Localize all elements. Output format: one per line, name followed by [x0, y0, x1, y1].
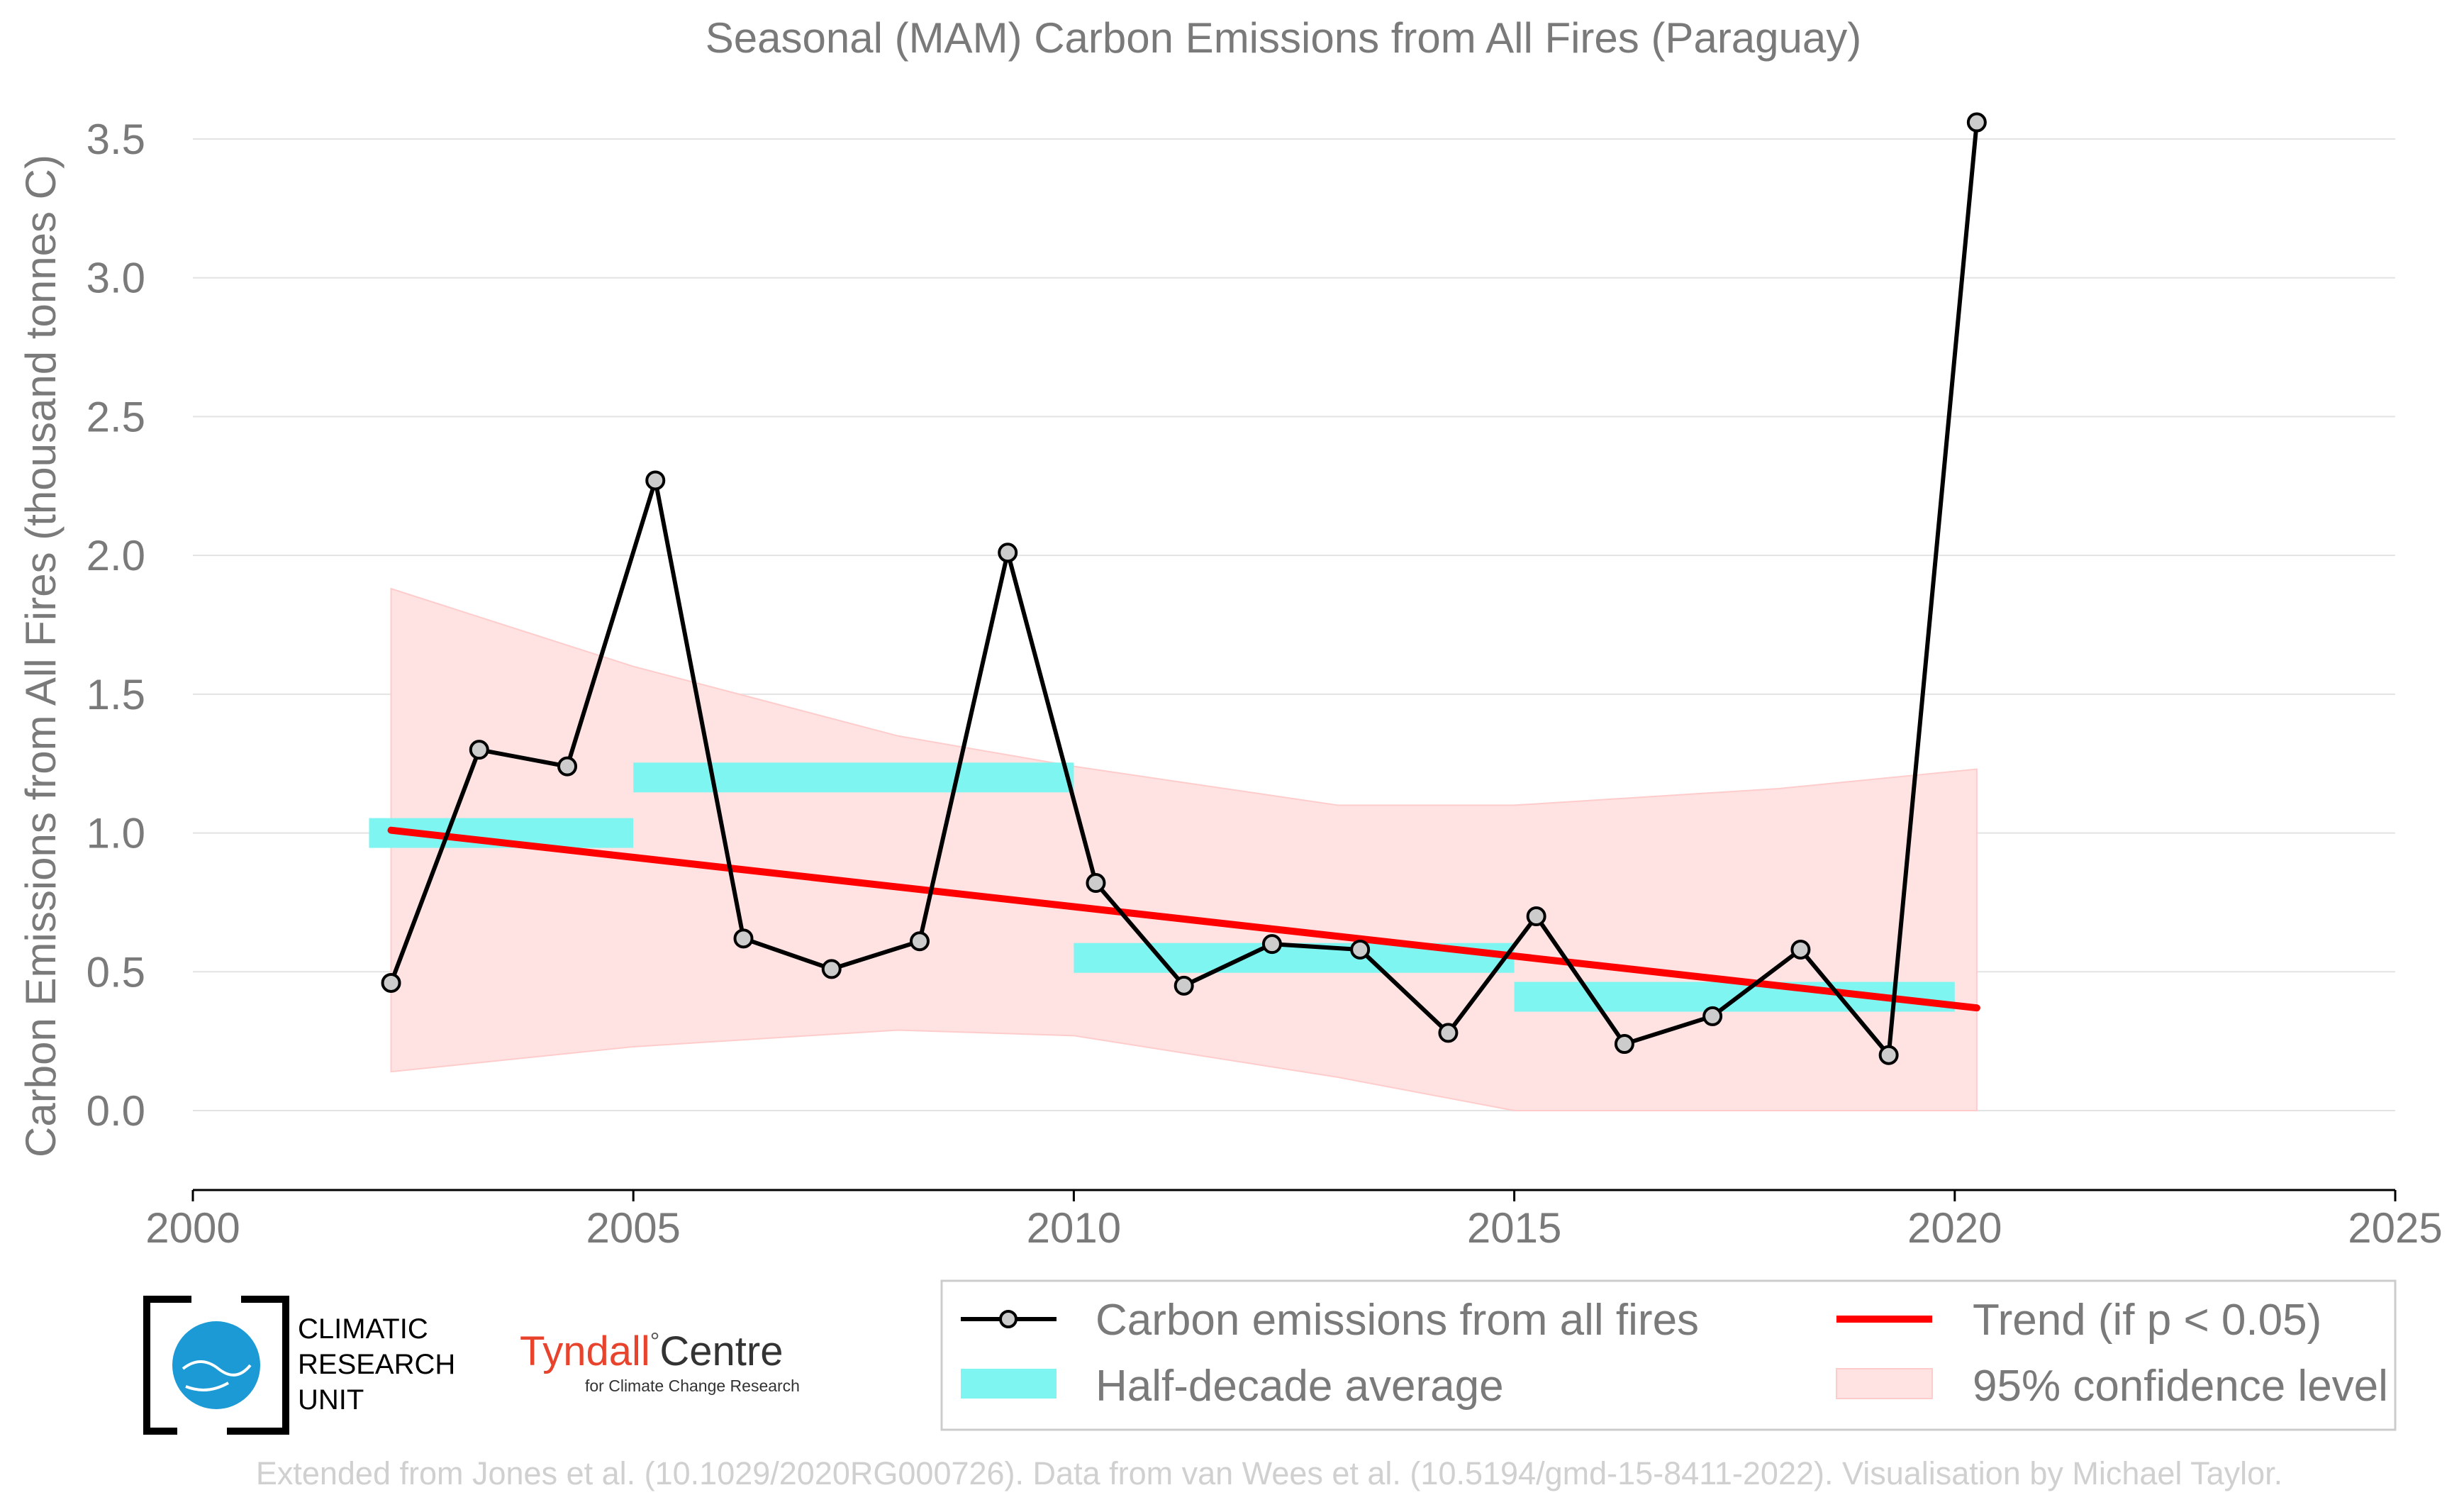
- tyndall-degree: °: [650, 1328, 660, 1355]
- emissions-point: [557, 756, 578, 777]
- x-tick-label: 2000: [145, 1204, 240, 1252]
- x-tick-label: 2020: [1907, 1204, 2002, 1252]
- emissions-point: [909, 931, 930, 952]
- legend-swatch-emissions-marker: [999, 1310, 1018, 1328]
- emissions-point: [645, 470, 666, 491]
- tyndall-subtitle: for Climate Change Research: [585, 1377, 800, 1395]
- trend-layer: [387, 826, 1980, 1012]
- cru-text-line-1: CLIMATIC: [298, 1313, 428, 1345]
- emissions-point: [1261, 934, 1282, 955]
- emissions-point: [1878, 1045, 1899, 1065]
- x-tick-label: 2015: [1467, 1204, 1561, 1252]
- cru-logo: CLIMATIC RESEARCH UNIT: [143, 1291, 455, 1440]
- emissions-point: [1438, 1023, 1459, 1043]
- x-axis-ticks: 2000 2005 2010 2015 2020 2025: [145, 1190, 2443, 1252]
- y-tick-label: 2.5: [87, 393, 145, 440]
- legend-label-confidence: 95% confidence level: [1973, 1362, 2388, 1411]
- y-tick-label: 2.0: [87, 532, 145, 579]
- y-tick-label: 0.5: [87, 948, 145, 996]
- legend-label-average: Half-decade average: [1096, 1362, 1504, 1411]
- globe-continent-icon: [182, 1360, 252, 1377]
- legend-label-trend: Trend (if p < 0.05): [1973, 1296, 2321, 1345]
- emissions-point: [1350, 939, 1371, 960]
- emissions-point: [1086, 873, 1106, 894]
- confidence-band: [390, 587, 1978, 1111]
- footer-credits: Extended from Jones et al. (10.1029/2020…: [256, 1455, 2282, 1491]
- emissions-point: [998, 543, 1018, 563]
- emissions-point: [469, 740, 489, 760]
- y-tick-label: 1.0: [87, 810, 145, 857]
- globe-icon: [172, 1321, 260, 1409]
- half-decade-average-layer: [369, 762, 1955, 1012]
- legend-box: [940, 1279, 2397, 1431]
- x-tick-label: 2010: [1027, 1204, 1121, 1252]
- emissions-point: [1614, 1034, 1634, 1055]
- emissions-point: [381, 972, 401, 993]
- trend-line: [387, 826, 1980, 1012]
- emissions-point: [1174, 975, 1194, 996]
- tyndall-logo: Tyndall°Centre for Climate Change Resear…: [520, 1328, 800, 1395]
- y-tick-label: 1.5: [87, 671, 145, 718]
- legend-label-emissions: Carbon emissions from all fires: [1096, 1296, 1699, 1345]
- emissions-point: [1526, 906, 1546, 926]
- x-tick-label: 2005: [586, 1204, 680, 1252]
- emissions-series-layer: [381, 112, 1987, 1065]
- cru-logo-gap-bottom: [177, 1423, 227, 1440]
- cru-text-line-3: UNIT: [298, 1384, 364, 1416]
- tyndall-title: Tyndall°Centre: [520, 1328, 783, 1374]
- emissions-point: [1966, 112, 1987, 133]
- tyndall-main: Tyndall: [520, 1328, 650, 1374]
- y-tick-label: 3.0: [87, 255, 145, 302]
- emissions-point: [1790, 939, 1811, 960]
- legend: Carbon emissions from all fires Half-dec…: [940, 1279, 2397, 1431]
- confidence-band-layer: [390, 587, 1978, 1111]
- y-tick-label: 3.5: [87, 116, 145, 163]
- cru-logo-gap: [191, 1291, 241, 1308]
- emissions-point: [821, 959, 842, 979]
- cru-text-line-2: RESEARCH: [298, 1349, 455, 1380]
- legend-swatch-confidence: [1836, 1368, 1933, 1399]
- legend-swatch-average: [961, 1369, 1057, 1399]
- globe-continent-icon-2: [185, 1382, 229, 1391]
- y-axis-ticks: 0.0 0.5 1.0 1.5 2.0 2.5 3.0 3.5: [87, 116, 145, 1135]
- y-tick-label: 0.0: [87, 1087, 145, 1135]
- emissions-point: [1702, 1006, 1723, 1026]
- chart-title: Seasonal (MAM) Carbon Emissions from All…: [706, 14, 1862, 62]
- y-axis-title: Carbon Emissions from All Fires (thousan…: [17, 155, 65, 1157]
- tyndall-centre: Centre: [659, 1328, 783, 1374]
- x-tick-label: 2025: [2348, 1204, 2442, 1252]
- emissions-point: [733, 928, 754, 949]
- half-decade-average-bar: [633, 762, 1074, 793]
